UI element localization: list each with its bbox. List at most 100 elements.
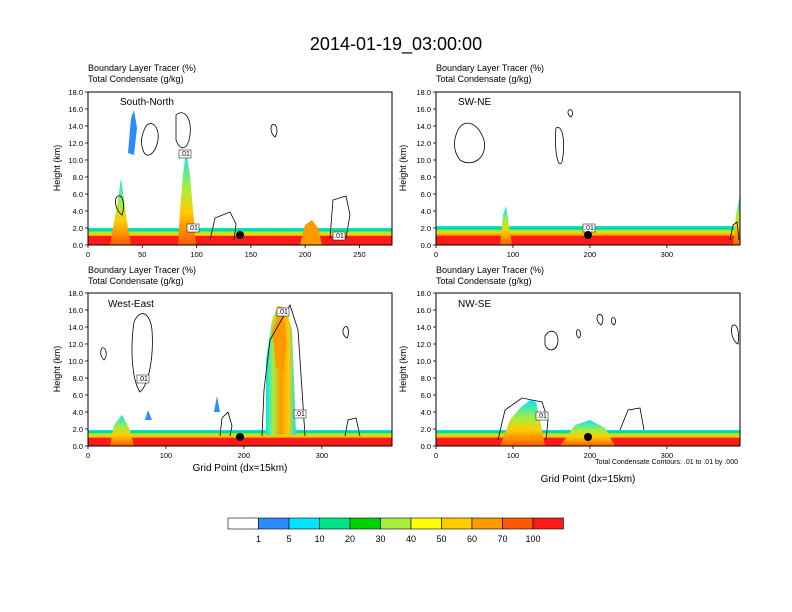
panel-label: South-North <box>120 97 174 108</box>
y-tick-label: 6.0 <box>421 391 431 400</box>
y-tick-label: 2.0 <box>421 425 431 434</box>
y-tick-label: 6.0 <box>73 190 83 199</box>
contour-label: .01 <box>537 413 547 420</box>
y-tick-label: 10.0 <box>68 156 83 165</box>
x-tick-label: 300 <box>661 250 674 259</box>
x-axis: 0 100 200 300 <box>434 446 673 460</box>
contour-line <box>344 417 361 437</box>
contour-line <box>141 123 159 156</box>
colorbar-swatch <box>349 517 381 530</box>
y-tick-label: 12.0 <box>416 340 431 349</box>
contour-label: .01 <box>180 151 190 158</box>
colorbar-label: 60 <box>467 534 477 544</box>
plot-frame <box>435 292 741 447</box>
colorbar-label: 5 <box>286 534 291 544</box>
y-tick-label: 2.0 <box>421 224 431 233</box>
x-tick-label: 200 <box>299 250 312 259</box>
x-tick-label: 150 <box>245 250 258 259</box>
y-tick-label: 0.0 <box>73 442 83 451</box>
contour-line <box>329 195 351 239</box>
location-marker <box>584 433 592 441</box>
panel-title-line1: Boundary Layer Tracer (%) <box>436 265 544 275</box>
colorbar-swatch <box>380 517 412 530</box>
contour-line <box>261 304 306 437</box>
panel-title-line1: Boundary Layer Tracer (%) <box>88 63 196 73</box>
plot-frame <box>87 292 393 447</box>
panel-label: SW-NE <box>458 97 491 108</box>
colorbar-swatches <box>227 517 564 530</box>
colorbar: 1 5 10 20 30 40 50 60 70 100 <box>227 517 564 544</box>
y-tick-label: 6.0 <box>421 190 431 199</box>
x-tick-label: 0 <box>86 250 90 259</box>
x-tick-label: 250 <box>353 250 366 259</box>
y-tick-label: 4.0 <box>421 408 431 417</box>
x-tick-label: 100 <box>190 250 203 259</box>
y-tick-label: 12.0 <box>68 340 83 349</box>
colorbar-swatch <box>319 517 351 530</box>
y-tick-label: 4.0 <box>73 408 83 417</box>
contour-label: .01 <box>278 309 288 316</box>
contour-line <box>175 112 191 149</box>
upper-cloud <box>128 110 137 155</box>
x-axis: 0 100 200 300 <box>434 245 673 259</box>
location-marker <box>236 231 244 239</box>
contour-line <box>497 397 549 441</box>
panel-title-line1: Boundary Layer Tracer (%) <box>88 265 196 275</box>
contour-line <box>619 407 645 431</box>
x-tick-label: 200 <box>238 451 251 460</box>
y-tick-label: 8.0 <box>421 374 431 383</box>
contour-label: .01 <box>138 376 148 383</box>
panel-south-north: Boundary Layer Tracer (%) Total Condensa… <box>52 63 393 259</box>
y-tick-label: 16.0 <box>68 306 83 315</box>
y-tick-label: 10.0 <box>416 156 431 165</box>
colorbar-label: 20 <box>345 534 355 544</box>
location-marker <box>236 433 244 441</box>
y-axis: 0.0 2.0 4.0 6.0 8.0 10.0 12.0 14.0 16.0 18.0 <box>416 88 436 250</box>
contour-line <box>219 411 233 437</box>
colorbar-label: 40 <box>406 534 416 544</box>
y-tick-label: 0.0 <box>421 442 431 451</box>
contour-label: .01 <box>584 225 594 232</box>
condensate-contours <box>100 304 361 437</box>
condensate-contours <box>115 112 351 241</box>
x-axis: 0 100 200 300 <box>86 446 328 460</box>
x-axis-label: Grid Point (dx=15km) <box>193 463 288 474</box>
surface-layer <box>88 236 392 245</box>
y-tick-label: 18.0 <box>416 88 431 97</box>
convective-plume <box>500 400 545 446</box>
x-axis-label: Grid Point (dx=15km) <box>541 474 636 485</box>
panel-title-line2: Total Condensate (g/kg) <box>436 276 532 286</box>
x-tick-label: 100 <box>507 451 520 460</box>
colorbar-labels: 1 5 10 20 30 40 50 60 70 100 <box>256 534 541 544</box>
colorbar-swatch <box>227 517 259 530</box>
small-cloud <box>145 410 152 420</box>
contour-line <box>596 313 604 326</box>
y-tick-label: 14.0 <box>68 323 83 332</box>
contour-line <box>729 221 740 241</box>
field-fill <box>88 306 392 446</box>
colorbar-label: 30 <box>375 534 385 544</box>
x-tick-label: 50 <box>138 250 146 259</box>
y-tick-label: 10.0 <box>68 357 83 366</box>
figure-title: 2014-01-19_03:00:00 <box>310 34 482 55</box>
surface-layer <box>88 438 392 446</box>
panel-label: NW-SE <box>458 299 491 310</box>
panel-west-east: Boundary Layer Tracer (%) Total Condensa… <box>52 265 393 474</box>
colorbar-label: 50 <box>436 534 446 544</box>
x-tick-label: 100 <box>160 451 173 460</box>
y-axis: 0.0 2.0 4.0 6.0 8.0 10.0 12.0 14.0 16.0 18.0 <box>68 88 88 250</box>
y-tick-label: 16.0 <box>68 105 83 114</box>
contour-line <box>611 317 616 326</box>
y-tick-label: 4.0 <box>73 207 83 216</box>
small-cloud <box>214 396 220 412</box>
contour-line <box>544 330 559 351</box>
contour-line <box>209 211 237 241</box>
y-tick-label: 0.0 <box>421 241 431 250</box>
colorbar-swatch <box>471 517 503 530</box>
convective-plume <box>500 206 512 245</box>
y-tick-label: 18.0 <box>68 289 83 298</box>
y-tick-label: 8.0 <box>73 374 83 383</box>
contour-line <box>555 127 564 165</box>
colorbar-swatch <box>441 517 473 530</box>
